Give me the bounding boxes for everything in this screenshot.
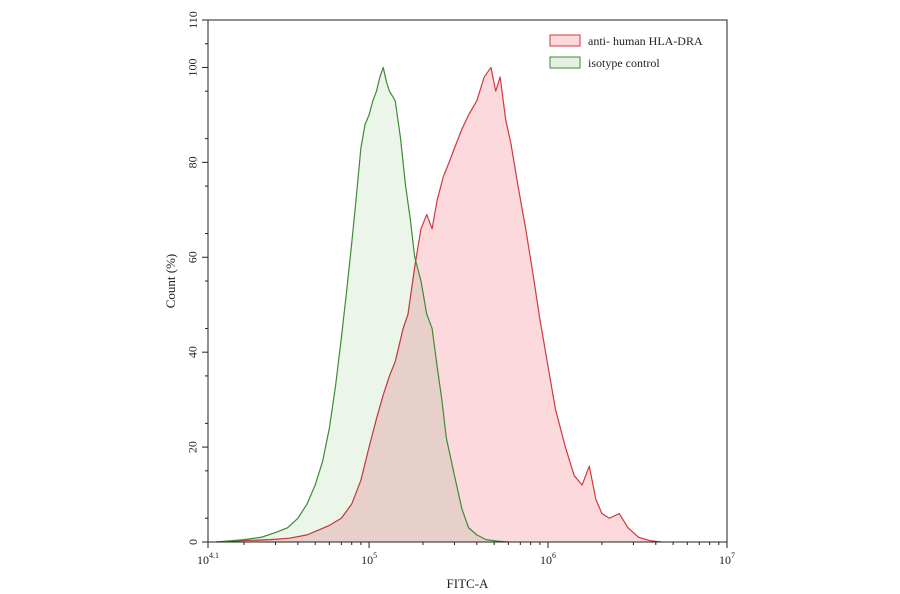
legend-label: anti- human HLA-DRA <box>588 34 703 48</box>
legend-swatch <box>549 34 581 47</box>
y-tick-label: 20 <box>186 441 200 453</box>
y-tick-label: 110 <box>186 11 200 29</box>
y-axis-label: Count (%) <box>163 254 178 309</box>
legend: anti- human HLA-DRA isotype control <box>549 34 703 70</box>
x-axis-ticks: 104.1 105 106 107 <box>197 542 735 567</box>
x-axis-label: FITC-A <box>447 576 490 591</box>
legend-label: isotype control <box>588 56 660 70</box>
series-isotype-line <box>216 66 509 543</box>
x-tick-label: 106 <box>540 551 556 567</box>
y-tick-label: 40 <box>186 346 200 358</box>
y-tick-label: 0 <box>186 539 200 545</box>
y-tick-label: 60 <box>186 251 200 263</box>
series-layer <box>216 66 662 543</box>
y-tick-label: 80 <box>186 156 200 168</box>
x-tick-label: 107 <box>719 551 735 567</box>
legend-swatch <box>549 56 581 69</box>
y-tick-label: 100 <box>186 58 200 76</box>
x-tick-label: 105 <box>361 551 377 567</box>
series-isotype-area <box>216 67 509 542</box>
x-tick-label: 104.1 <box>197 551 219 567</box>
series-hla-dra-area <box>216 67 662 542</box>
y-axis-ticks: 0 20 40 60 80 100 110 <box>186 11 208 545</box>
